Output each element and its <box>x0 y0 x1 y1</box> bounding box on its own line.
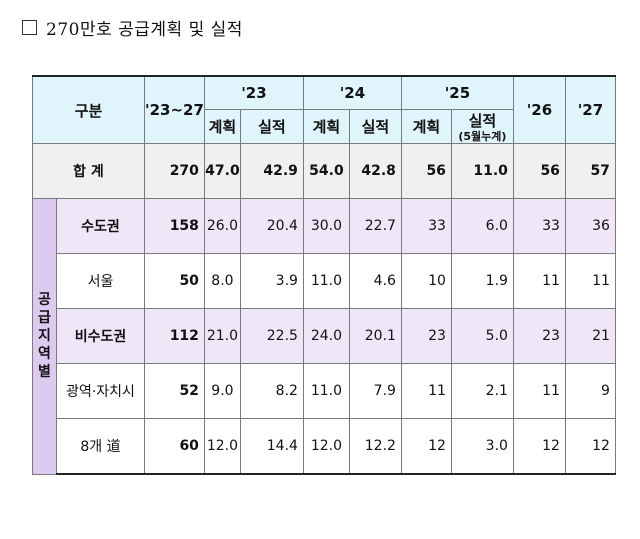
header-category: 구분 <box>32 75 145 144</box>
cell: 11 <box>512 253 566 309</box>
header-year-26: '26 <box>512 75 566 144</box>
cell: 8.0 <box>203 253 241 309</box>
cell: 22.5 <box>239 308 304 364</box>
cell: 8.2 <box>239 363 304 419</box>
supply-table: 구분 '23~27 '23 '24 '25 '26 '27 계획 실적 계획 실… <box>32 75 616 475</box>
cell: 33 <box>512 198 566 254</box>
cell: 4.6 <box>348 253 402 309</box>
header-year-27: '27 <box>564 75 616 144</box>
cell: 11.0 <box>302 363 350 419</box>
cell: 26.0 <box>203 198 241 254</box>
header-total-range: '23~27 <box>144 75 205 144</box>
cell: 56 <box>400 143 452 199</box>
table-row: 광역·자치시 52 9.0 8.2 11.0 7.9 11 2.1 11 9 <box>32 363 616 419</box>
row-label: 서울 <box>56 253 145 309</box>
row-label: 합 계 <box>32 143 145 199</box>
cell: 23 <box>400 308 452 364</box>
row-total: 60 <box>144 418 205 475</box>
row-total: 112 <box>144 308 205 364</box>
cell: 11 <box>512 363 566 419</box>
cell: 11.0 <box>450 143 514 199</box>
cell: 9.0 <box>203 363 241 419</box>
cell: 20.4 <box>239 198 304 254</box>
row-label: 광역·자치시 <box>56 363 145 419</box>
row-total: 52 <box>144 363 205 419</box>
header-plan: 계획 <box>203 109 241 144</box>
row-label: 비수도권 <box>56 308 145 364</box>
side-char: 역 <box>38 346 51 363</box>
cell: 7.9 <box>348 363 402 419</box>
cell: 11 <box>400 363 452 419</box>
side-char: 별 <box>38 364 51 381</box>
cell: 6.0 <box>450 198 514 254</box>
cell: 12.0 <box>302 418 350 475</box>
cell: 23 <box>512 308 566 364</box>
header-plan: 계획 <box>400 109 452 144</box>
cell: 1.9 <box>450 253 514 309</box>
cell: 12 <box>512 418 566 475</box>
cell: 11.0 <box>302 253 350 309</box>
header-actual: 실적 <box>348 109 402 144</box>
cell: 14.4 <box>239 418 304 475</box>
table-row: 서울 50 8.0 3.9 11.0 4.6 10 1.9 11 11 <box>32 253 616 309</box>
cell: 54.0 <box>302 143 350 199</box>
table-row: 공 급 지 역 별 수도권 158 26.0 20.4 30.0 22.7 33… <box>32 198 616 475</box>
cell: 42.9 <box>239 143 304 199</box>
row-label: 8개 道 <box>56 418 145 475</box>
header-year-25: '25 <box>400 75 514 110</box>
cell: 21.0 <box>203 308 241 364</box>
cell: 42.8 <box>348 143 402 199</box>
cell: 56 <box>512 143 566 199</box>
row-total: 158 <box>144 198 205 254</box>
cell: 22.7 <box>348 198 402 254</box>
cell: 21 <box>564 308 616 364</box>
table-row: 합 계 270 47.0 42.9 54.0 42.8 56 11.0 56 5… <box>32 143 616 199</box>
cell: 20.1 <box>348 308 402 364</box>
header-actual-text: 실적 <box>468 112 497 130</box>
cell: 12 <box>400 418 452 475</box>
header-year-23: '23 <box>203 75 304 110</box>
row-total: 270 <box>144 143 205 199</box>
cell: 3.9 <box>239 253 304 309</box>
side-label-supply-region: 공 급 지 역 별 <box>32 198 57 475</box>
cell: 11 <box>564 253 616 309</box>
table-row: 8개 道 60 12.0 14.4 12.0 12.2 12 3.0 12 12 <box>32 418 616 475</box>
cell: 9 <box>564 363 616 419</box>
row-label: 수도권 <box>56 198 145 254</box>
cell: 12.0 <box>203 418 241 475</box>
header-actual-note: (5월누계) <box>458 130 507 143</box>
cell: 47.0 <box>203 143 241 199</box>
checkbox-square-icon <box>22 19 37 35</box>
cell: 12 <box>564 418 616 475</box>
header-actual: 실적 <box>239 109 304 144</box>
row-total: 50 <box>144 253 205 309</box>
header-year-24: '24 <box>302 75 402 110</box>
cell: 57 <box>564 143 616 199</box>
header-actual-cumulative: 실적 (5월누계) <box>450 109 514 144</box>
side-char: 지 <box>38 328 51 345</box>
cell: 3.0 <box>450 418 514 475</box>
cell: 5.0 <box>450 308 514 364</box>
cell: 36 <box>564 198 616 254</box>
table-row: 비수도권 112 21.0 22.5 24.0 20.1 23 5.0 23 2… <box>32 308 616 364</box>
side-char: 공 <box>38 292 51 309</box>
cell: 12.2 <box>348 418 402 475</box>
cell: 30.0 <box>302 198 350 254</box>
title-text: 270만호 공급계획 및 실적 <box>46 19 243 40</box>
side-char: 급 <box>38 310 51 327</box>
cell: 24.0 <box>302 308 350 364</box>
section-title: 270만호 공급계획 및 실적 <box>22 14 243 40</box>
header-plan: 계획 <box>302 109 350 144</box>
cell: 10 <box>400 253 452 309</box>
cell: 33 <box>400 198 452 254</box>
cell: 2.1 <box>450 363 514 419</box>
